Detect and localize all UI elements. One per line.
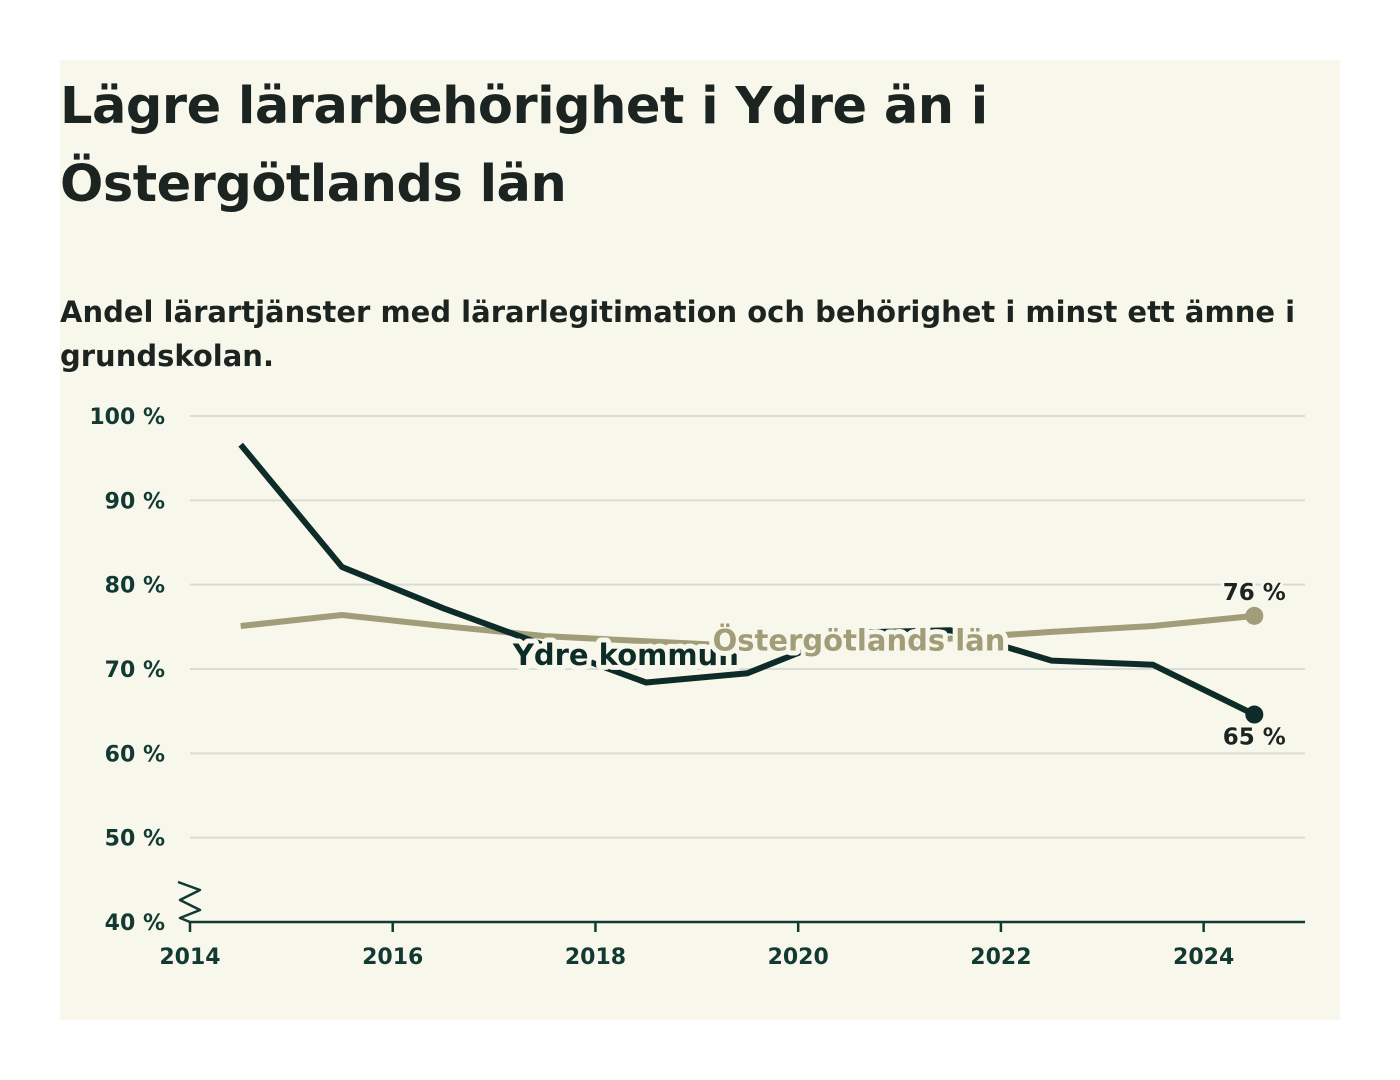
chart-subtitle: Andel lärartjänster med lärarlegitimatio… <box>60 295 1296 373</box>
y-tick-label: 60 % <box>105 742 165 767</box>
series-line-ydre <box>238 442 1256 718</box>
y-tick-label: 50 % <box>105 827 165 852</box>
chart-card: Lägre lärarbehörighet i Ydre än i Österg… <box>60 60 1340 1020</box>
series-layer <box>238 442 1264 724</box>
series-label-ydre: Ydre kommun <box>512 638 739 672</box>
gridlines <box>190 415 1305 839</box>
x-tick-label: 2018 <box>565 945 626 970</box>
series-line-ostergotland <box>240 612 1255 650</box>
y-tick-label: 90 % <box>105 489 165 514</box>
end-value-label: 76 % <box>1223 580 1286 606</box>
series-end-point <box>1245 606 1264 625</box>
x-tick-label: 2022 <box>970 945 1031 970</box>
x-tick-label: 2016 <box>362 945 423 970</box>
x-tick-label: 2020 <box>768 945 829 970</box>
chart-title: Lägre lärarbehörighet i Ydre än i Österg… <box>60 77 988 214</box>
x-tick-label: 2014 <box>159 945 220 970</box>
series-end-point <box>1245 705 1264 724</box>
x-tick-label: 2024 <box>1173 945 1234 970</box>
axis-break-icon <box>177 880 202 924</box>
end-value-label: 65 % <box>1223 725 1286 751</box>
x-axis: 2014 2016 2018 2020 2022 2024 <box>159 880 1305 970</box>
y-tick-label: 100 % <box>89 405 165 430</box>
series-label-ostergotland: Östergötlands län <box>713 623 1006 657</box>
y-tick-label: 80 % <box>105 574 165 599</box>
y-tick-label: 70 % <box>105 658 165 683</box>
y-tick-label: 40 % <box>105 911 165 936</box>
y-axis-ticks: 40 % 50 % 60 % 70 % 80 % 90 % 100 % <box>89 405 165 936</box>
